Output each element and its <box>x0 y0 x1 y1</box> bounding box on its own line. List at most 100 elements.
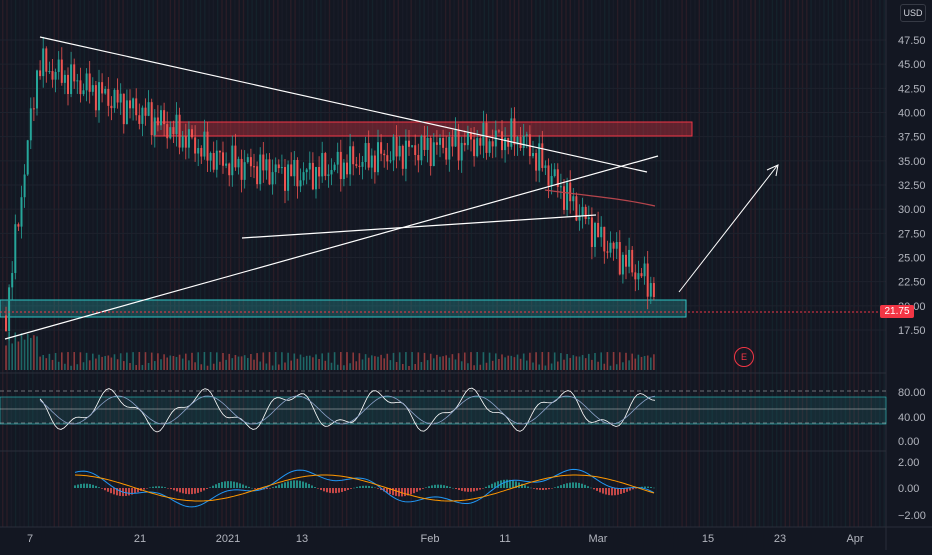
volume-bar <box>203 352 206 370</box>
price-axis-label: 45.00 <box>898 59 926 71</box>
candle-body <box>8 287 11 332</box>
macd-bar <box>155 486 157 488</box>
candle-body <box>234 145 237 168</box>
stripe <box>419 0 421 527</box>
macd-bar <box>632 488 634 490</box>
volume-bar <box>386 353 389 370</box>
projection-arrow-line[interactable] <box>678 165 778 293</box>
macd-bar <box>401 488 403 497</box>
stripe <box>810 0 812 527</box>
stripe <box>535 0 537 527</box>
stripe <box>122 0 124 527</box>
candle-body <box>119 93 122 103</box>
macd-bar <box>77 484 79 488</box>
time-axis-label: 2021 <box>216 533 240 545</box>
candle-body <box>153 117 156 136</box>
macd-bar <box>191 488 193 495</box>
macd-bar <box>149 487 151 488</box>
neckline[interactable] <box>241 214 597 239</box>
currency-button[interactable]: USD <box>900 4 926 22</box>
macd-bar <box>527 486 529 488</box>
stripe <box>552 0 554 527</box>
candle-body <box>553 169 556 177</box>
stripe <box>242 0 245 527</box>
stripe <box>2 0 4 527</box>
volume-bar <box>538 364 540 370</box>
macd-bar <box>92 484 94 488</box>
candle-body <box>76 80 79 82</box>
volume-bar <box>600 352 602 370</box>
candle-body <box>637 273 640 280</box>
candle-body <box>218 150 221 153</box>
volume-bar <box>212 363 215 370</box>
volume-bar <box>426 360 429 370</box>
candle-body <box>631 249 634 273</box>
macd-bar <box>236 482 238 488</box>
volume-bar <box>92 353 94 370</box>
volume-bar <box>42 354 44 370</box>
macd-bar <box>578 482 580 488</box>
stripe <box>685 0 688 527</box>
stripe <box>655 0 657 527</box>
support-zone[interactable] <box>0 299 687 318</box>
time-axis-label: 15 <box>702 533 714 545</box>
stripe <box>806 0 808 527</box>
stochastic-pane[interactable] <box>0 387 887 433</box>
candle-body <box>466 132 469 146</box>
macd-bar <box>644 486 646 488</box>
time-axis[interactable]: 7 21 2021 13 Feb 11 Mar 15 23 Apr <box>27 533 864 545</box>
resistance-zone[interactable] <box>153 121 693 137</box>
candle-body <box>321 153 324 177</box>
macd-bar <box>179 488 181 493</box>
macd-pane[interactable] <box>74 468 655 508</box>
macd-bar <box>134 488 136 494</box>
macd-bar <box>113 488 115 495</box>
macd-bar <box>239 483 241 488</box>
volume-bar <box>39 356 41 370</box>
macd-bar <box>515 481 517 488</box>
volume-bar <box>405 352 407 370</box>
volume-bar <box>578 356 581 370</box>
candle-body <box>222 152 224 166</box>
stripe <box>208 0 210 527</box>
stripe <box>225 0 227 527</box>
earnings-badge[interactable]: E <box>734 347 754 367</box>
volume-bar <box>95 358 97 370</box>
stripe <box>109 0 111 527</box>
macd-bar <box>98 487 100 488</box>
stripe <box>178 0 180 527</box>
candle-body <box>649 283 652 297</box>
stripe <box>350 0 352 527</box>
stripe <box>255 0 258 527</box>
stripe <box>543 0 546 527</box>
ascending-trendline[interactable] <box>4 155 659 340</box>
stripe <box>354 0 356 527</box>
stripe <box>88 0 90 527</box>
volume-bar <box>5 345 7 370</box>
stripe <box>608 0 610 527</box>
macd-bar <box>530 487 532 489</box>
volume-bar <box>206 365 209 370</box>
volume-bar <box>23 339 26 370</box>
volume-bar <box>262 352 265 370</box>
candle-body <box>23 174 26 198</box>
macd-bar <box>581 483 583 488</box>
descending-trendline[interactable] <box>39 36 648 173</box>
stripe <box>715 0 718 527</box>
volume-bar <box>259 361 261 370</box>
price-axis[interactable]: 47.50 45.00 42.50 40.00 37.50 35.00 32.50 30.00… <box>898 35 926 337</box>
stripe <box>569 0 571 527</box>
volume-bar <box>178 354 181 370</box>
macd-bar <box>314 487 316 488</box>
volume-bar <box>219 361 221 370</box>
candle-body <box>445 147 448 160</box>
volume-bar <box>464 352 466 370</box>
volume-bar <box>160 359 162 370</box>
volume-bar <box>67 352 69 370</box>
volume-bar <box>439 356 441 370</box>
candle-body <box>439 138 441 145</box>
macd-bar <box>359 486 361 488</box>
stripe <box>728 0 731 527</box>
